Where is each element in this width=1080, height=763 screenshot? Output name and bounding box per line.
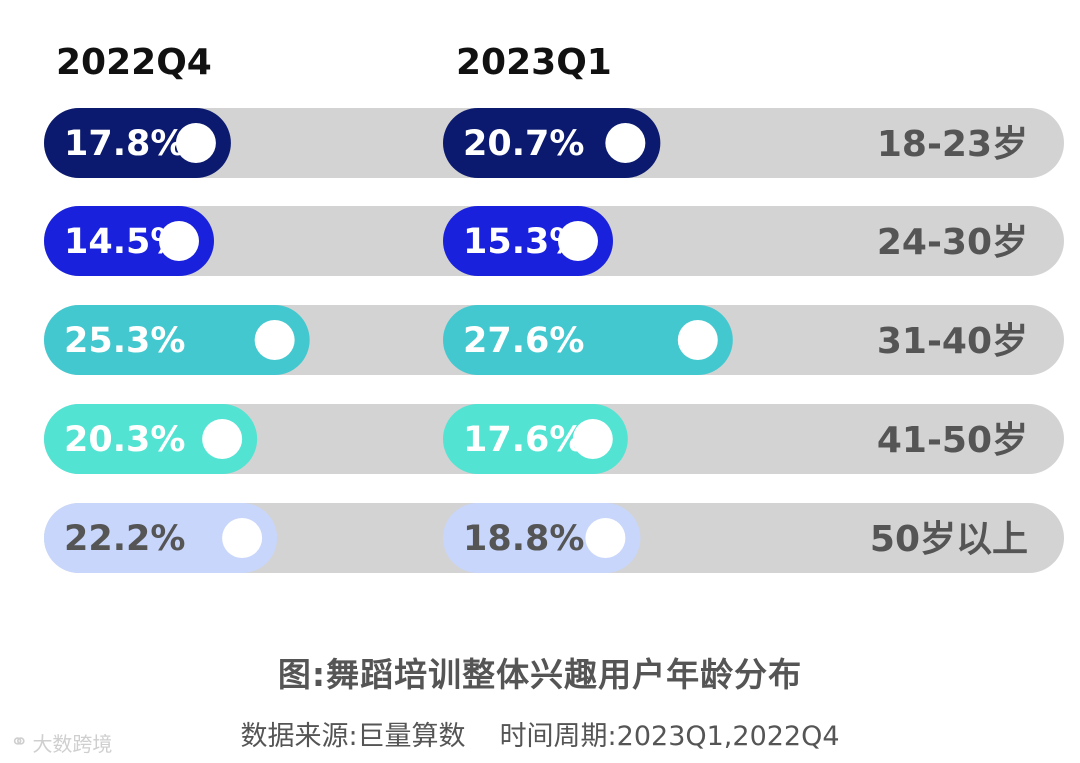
- source-text: 数据来源:巨量算数: [240, 721, 466, 752]
- bubble-logo-icon: ⚭: [10, 730, 29, 755]
- category-label-4: 41-50岁: [877, 420, 1028, 461]
- bar-knob-2023q1-5: [585, 518, 626, 558]
- category-label-5: 50岁以上: [870, 519, 1028, 560]
- bar-knob-2023q1-1: [605, 123, 646, 163]
- data-label-2022q4-4: 20.3%: [64, 420, 185, 460]
- bar-2022q4-1: [44, 108, 231, 178]
- data-label-2023q1-3: 27.6%: [463, 321, 584, 361]
- bar-knob-2022q4-1: [175, 123, 216, 163]
- bar-knob-2022q4-3: [254, 320, 295, 360]
- data-label-2022q4-3: 25.3%: [64, 321, 185, 361]
- bar-2023q1-1: [443, 108, 661, 178]
- data-label-2023q1-4: 17.6%: [463, 420, 584, 460]
- data-label-2023q1-5: 18.8%: [463, 519, 584, 559]
- bar-2023q1-3: [443, 305, 733, 375]
- bar-knob-2022q4-5: [222, 518, 263, 558]
- chart-source-line: 数据来源:巨量算数 时间周期:2023Q1,2022Q4: [0, 714, 1080, 753]
- watermark-text: 大数跨境: [32, 732, 113, 756]
- bar-knob-2023q1-4: [572, 419, 613, 459]
- bar-knob-2023q1-3: [677, 320, 718, 360]
- bar-knob-2022q4-2: [159, 221, 199, 261]
- bar-knob-2023q1-2: [558, 221, 598, 261]
- data-label-2022q4-2: 14.5%: [64, 222, 185, 262]
- data-label-2023q1-2: 15.3%: [463, 222, 584, 262]
- chart-title: 图:舞蹈培训整体兴趣用户年龄分布: [277, 655, 803, 694]
- series-title-2022q4: 2022Q4: [56, 42, 212, 83]
- bar-2022q4-4: [44, 404, 258, 474]
- age-distribution-chart: 17.8% 20.7% 18-23岁 14.5% 15.3% 24-30岁 25.3% 27.…: [44, 108, 1064, 573]
- watermark: ⚭ 大数跨境: [10, 728, 112, 757]
- bar-2023q1-5: [443, 503, 641, 573]
- data-label-2023q1-1: 20.7%: [463, 124, 584, 164]
- data-label-2022q4-1: 17.8%: [64, 124, 185, 164]
- bar-knob-2022q4-4: [202, 419, 243, 459]
- category-label-3: 31-40岁: [877, 321, 1028, 362]
- data-label-2022q4-5: 22.2%: [64, 519, 185, 559]
- bar-2022q4-5: [44, 503, 278, 573]
- category-label-2: 24-30岁: [877, 222, 1028, 263]
- period-text: 时间周期:2023Q1,2022Q4: [499, 721, 840, 752]
- bar-2022q4-3: [44, 305, 310, 375]
- category-label-1: 18-23岁: [877, 124, 1028, 165]
- bar-2023q1-4: [443, 404, 628, 474]
- series-title-2023q1: 2023Q1: [456, 42, 612, 83]
